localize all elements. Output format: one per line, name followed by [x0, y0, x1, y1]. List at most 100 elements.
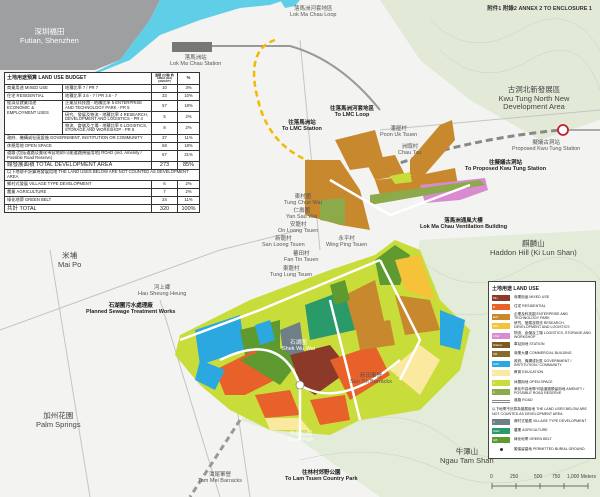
legend-item: A 美化市容地帶/可能道路預留用地 AMENITY / POSSIBLE ROAD… — [492, 386, 592, 396]
cell-pct: 11% — [177, 196, 201, 206]
label-zh: 東村圍 — [294, 194, 312, 200]
legend-item: AGR 農業 AGRICULTURE — [492, 427, 592, 435]
label-zh: 安龍村 — [289, 222, 307, 228]
place-lmc-station: 落馬洲站 Lok Ma Chau Station — [170, 55, 221, 68]
cell-pct: 11% — [177, 133, 201, 143]
place-barracks: 潭尾軍營 Tam Mei Barracks — [198, 472, 242, 485]
label-en: Palm Springs — [36, 419, 81, 429]
label-en: Kwu Tung North New Development Area — [498, 93, 570, 112]
scale-tick: 500 — [534, 474, 543, 480]
legend-swatch: A — [492, 388, 510, 395]
label-en: Chau Tau — [398, 150, 422, 157]
table-row-total: 共計 TOTAL 320 100% — [3, 204, 201, 214]
table-row: 商業用途 MIXED USE 地積比率 7 / PR 7 10 3% — [4, 83, 201, 93]
cell-use: 休憩用地 OPEN SPACE — [3, 141, 153, 151]
legend-swatch: AGR — [492, 428, 510, 435]
cell-use: 綠化地帶 GREEN BELT — [3, 196, 153, 206]
legend-label: 車站用地 STATION — [514, 341, 545, 346]
cell-pct: 3% — [177, 83, 201, 93]
legend-item: RDL 研究、發展及物流 RESEARCH, DEVELOPMENT AND LO… — [492, 321, 592, 330]
label-en: To Proposed Kwu Tung Station — [465, 166, 547, 173]
place-on-loong: 安龍村 On Loong Tsuen — [278, 222, 318, 235]
legend-swatch: MU — [492, 295, 510, 301]
legend-swatch: LSW — [492, 332, 510, 339]
legend-label: 鄉村式發展 VILLAGE TYPE DEVELOPMENT — [514, 418, 587, 423]
place-palm-springs: 加州花園 Palm Springs — [36, 411, 81, 429]
label-zh: 洲頭村 — [401, 144, 418, 150]
legend-item: 道路 ROAD — [492, 397, 592, 405]
cell-detail: 地積比率 7 / PR 7 — [61, 83, 153, 93]
cell-pct: 100% — [177, 204, 201, 214]
cell-pct: 18% — [177, 141, 201, 151]
label-en: Planned Sewage Treatment Works — [86, 309, 176, 316]
legend-items: MU 商業用途 MIXED USE R 住宅 RESIDENTIAL EAT 企業及科技園… — [492, 294, 592, 405]
legend-swatch: E — [492, 370, 510, 377]
legend-item: CB 商業大樓 COMMERCIAL BUILDING — [492, 350, 592, 358]
land-use-legend: 土地用途 LAND USE MU 商業用途 MIXED USE R 住宅 RESIDE… — [488, 281, 596, 460]
cell-pct: 10% — [177, 91, 201, 101]
label-zh: 河上鄉 — [153, 285, 171, 291]
legend-item: E 教育 EDUCATION — [492, 369, 592, 377]
place-country-park[interactable]: 往林村郊野公園 To Lam Tsuen Country Park — [285, 470, 358, 483]
label-zh: 往擬議古洞站 — [489, 160, 523, 166]
legend-note: 以下地帶不計算為發展用地 THE LAND USES BELOW ARE NOT… — [492, 407, 587, 417]
table-row: 經濟及就業用途 ECONOMIC & EMPLOYMENT USES 企業及科技園… — [4, 99, 201, 135]
legend-swatch — [492, 399, 510, 403]
label-en: Futian, Shenzhen — [20, 35, 79, 45]
cell-pct: 2% — [177, 180, 201, 190]
label-zh: 市鎮公園 — [289, 431, 312, 437]
label-en: Tung Lung Tsuen — [270, 272, 313, 279]
place-kt-station: 擬議古洞站 Proposed Kwu Tung Station — [512, 140, 580, 153]
table-row: 綠化地帶 GREEN BELT 34 11% — [3, 196, 201, 206]
label-zh: 新田軍營 — [359, 373, 382, 379]
label-en: San Tin Barracks — [350, 379, 392, 386]
cell-use: 經濟及就業用途 ECONOMIC & EMPLOYMENT USES — [4, 99, 63, 135]
place-to-lmc-loop: 往落馬洲河套地區 To LMC Loop — [330, 106, 374, 119]
label-zh: 潘屋村 — [390, 126, 407, 132]
lmc-station-building — [172, 42, 212, 52]
legend-item: 擬保留墓地 PERMITTED BURIAL GROUND — [492, 446, 592, 454]
cell-use: 商業用途 MIXED USE — [4, 83, 63, 93]
cell-detail: 企業及科技園 - 地積比率 5 ENTERPRISE AND TECHNOLOG… — [61, 99, 153, 113]
label-en: Hau Sheung Heung — [138, 291, 187, 298]
legend-label: 農業 AGRICULTURE — [514, 428, 548, 433]
legend-item: MU 商業用途 MIXED USE — [492, 294, 592, 302]
budget-title: 土地用途預算 LAND USE BUDGET — [3, 72, 153, 85]
place-shek-wu-wai: 石湖圍 Shek Wu Wai — [282, 340, 315, 353]
label-zh: 往落馬洲河套地區 — [330, 106, 375, 112]
roundabout — [295, 380, 305, 390]
legend-swatch: R — [492, 304, 510, 311]
table-row: 道路 (包括道路及美化市容地帶/可能道路預留用地) ROAD (incl. Am… — [3, 149, 201, 162]
place-tung-chun-wai: 東村圍 Tung Chun Wai — [284, 194, 322, 207]
label-zh: 石湖圍 — [290, 340, 307, 346]
label-zh: 永平村 — [338, 236, 355, 242]
label-zh: 落馬洲站 — [184, 55, 207, 61]
legend-label: 美化市容地帶/可能道路預留用地 AMENITY / POSSIBLE ROAD … — [514, 386, 585, 395]
cell-area: 320 — [151, 204, 179, 214]
cell-area: 67 — [151, 149, 179, 162]
legend-swatch: CB — [492, 351, 510, 358]
legend-label: 教育 EDUCATION — [514, 370, 544, 375]
cell-pct: 18% — [177, 99, 201, 113]
legend-item: Station 車站用地 STATION — [492, 341, 592, 349]
label-en: Poon Uk Tsuen — [380, 132, 418, 139]
place-san-loong: 新龍村 San Loong Tsuen — [262, 236, 305, 249]
proposed-rail-line — [379, 128, 561, 172]
table-row: 鄉村式發展 VILLAGE TYPE DEVELOPMENT 6 2% — [3, 180, 201, 190]
legend-item: LSW 物流、倉儲及工場 LOGISTICS, STORAGE AND WORKS… — [492, 331, 592, 340]
cell-pct: 2% — [177, 122, 201, 135]
place-futian: 深圳福田 Futian, Shenzhen — [20, 27, 79, 45]
cell-area: 7 — [151, 188, 179, 198]
shenzhen-river — [280, 0, 300, 8]
cell-use: 共計 TOTAL — [3, 204, 153, 214]
label-zh: 潭尾軍營 — [209, 472, 232, 478]
label-en: Haddon Hill (Ki Lun Shan) — [490, 247, 577, 257]
scale-tick: 1,000 Meters — [566, 474, 596, 480]
legend-items-not-counted: V 鄉村式發展 VILLAGE TYPE DEVELOPMENT AGR 農業 AGR… — [492, 418, 592, 454]
place-lmc-loop: 落馬洲河套地區 Lok Ma Chau Loop — [290, 6, 336, 19]
table-header: 土地用途預算 LAND USE BUDGET 面積 (公頃) 約 AREA (H… — [3, 72, 201, 85]
legend-swatch: GB — [492, 437, 510, 444]
label-en: San Loong Tsuen — [262, 242, 305, 249]
label-en: To Lam Tsuen Country Park — [285, 476, 358, 483]
cell-area: 33 — [151, 91, 179, 101]
